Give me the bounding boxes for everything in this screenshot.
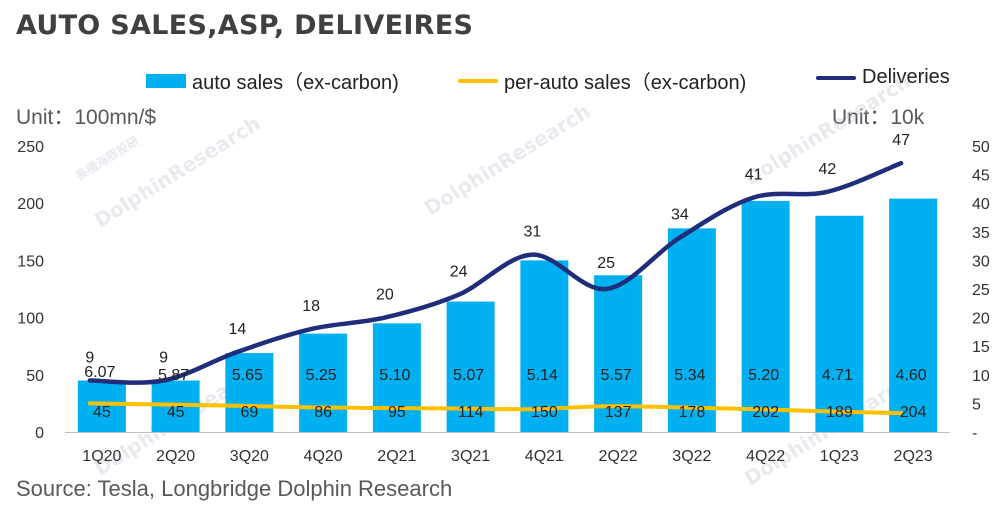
data-label-auto-sales: 45 <box>93 404 111 421</box>
data-label-per-auto-sales: 5.10 <box>379 367 410 384</box>
bar-auto-sales <box>299 333 348 432</box>
x-tick-label: 3Q22 <box>672 448 711 465</box>
legend-label-per-auto-sales: per-auto sales（ex-carbon) <box>504 72 747 94</box>
chart-title: AUTO SALES,ASP, DELIVEIRES <box>16 10 474 41</box>
data-label-deliveries: 24 <box>450 264 468 281</box>
bar-auto-sales <box>225 353 274 432</box>
y-right-tick-label: - <box>972 425 977 442</box>
left-axis-unit: Unit：100mn/$ <box>16 106 157 129</box>
data-label-per-auto-sales: 5.25 <box>306 367 337 384</box>
data-label-deliveries: 47 <box>892 132 910 149</box>
x-tick-label: 2Q20 <box>156 448 195 465</box>
data-label-per-auto-sales: 5.34 <box>674 367 705 384</box>
bar-auto-sales <box>520 260 569 432</box>
data-label-deliveries: 9 <box>159 350 168 367</box>
data-label-auto-sales: 178 <box>679 404 706 421</box>
data-label-per-auto-sales: 4.60 <box>896 367 927 384</box>
bar-auto-sales <box>741 200 790 432</box>
y-right-tick-label: 10 <box>972 368 990 385</box>
x-tick-label: 3Q20 <box>230 448 269 465</box>
x-tick-label: 4Q22 <box>746 448 785 465</box>
bar-auto-sales <box>372 323 421 432</box>
legend-label-auto-sales: auto sales（ex-carbon) <box>192 72 399 94</box>
legend-swatch-per-auto-sales <box>458 78 498 83</box>
legend-item-per-auto-sales: per-auto sales（ex-carbon) <box>458 66 746 95</box>
line-deliveries <box>87 160 904 385</box>
legend-label-deliveries: Deliveries <box>862 66 950 88</box>
y-right-tick-label: 20 <box>972 311 990 328</box>
data-label-auto-sales: 45 <box>167 404 185 421</box>
line-per-auto-sales <box>87 401 904 416</box>
y-right-tick-label: 30 <box>972 253 990 270</box>
x-tick-label: 2Q22 <box>599 448 638 465</box>
bar-auto-sales <box>889 198 938 432</box>
data-label-per-auto-sales: 5.65 <box>232 367 263 384</box>
data-label-deliveries: 34 <box>671 207 689 224</box>
data-label-per-auto-sales: 5.20 <box>748 367 779 384</box>
data-label-deliveries: 9 <box>85 350 94 367</box>
data-label-deliveries: 20 <box>376 287 394 304</box>
right-axis-unit: Unit：10k <box>832 106 925 129</box>
legend: auto sales（ex-carbon) per-auto sales（ex-… <box>0 66 1008 94</box>
x-tick-label: 4Q20 <box>304 448 343 465</box>
data-label-deliveries: 14 <box>228 321 246 338</box>
y-right-tick-label: 40 <box>972 196 990 213</box>
bar-auto-sales <box>77 380 126 432</box>
legend-swatch-auto-sales <box>146 73 186 88</box>
data-label-per-auto-sales: 5.57 <box>601 367 632 384</box>
x-tick-label: 2Q23 <box>894 448 933 465</box>
x-tick-label: 4Q21 <box>525 448 564 465</box>
data-label-auto-sales: 150 <box>531 404 558 421</box>
data-label-auto-sales: 137 <box>605 404 632 421</box>
data-label-deliveries: 41 <box>745 166 763 183</box>
y-right-tick-label: 5 <box>972 396 981 413</box>
source-note: Source: Tesla, Longbridge Dolphin Resear… <box>16 476 453 501</box>
y-right-tick-label: 25 <box>972 282 990 299</box>
data-label-deliveries: 31 <box>523 224 541 241</box>
data-label-deliveries: 25 <box>597 255 615 272</box>
y-right-tick-label: 50 <box>972 139 990 156</box>
y-left-tick-label: 0 <box>35 425 44 442</box>
y-right-tick-label: 15 <box>972 339 990 356</box>
data-label-auto-sales: 114 <box>458 404 484 421</box>
x-tick-label: 1Q23 <box>820 448 859 465</box>
legend-item-deliveries: Deliveries <box>816 66 950 89</box>
x-tick-label: 2Q21 <box>377 448 416 465</box>
data-label-auto-sales: 95 <box>388 404 406 421</box>
data-label-auto-sales: 69 <box>240 404 258 421</box>
data-label-per-auto-sales: 5.87 <box>158 367 189 384</box>
data-label-per-auto-sales: 5.14 <box>527 367 558 384</box>
data-label-auto-sales: 86 <box>314 404 332 421</box>
data-label-per-auto-sales: 6.07 <box>84 364 115 381</box>
y-right-tick-label: 35 <box>972 225 990 242</box>
y-left-tick-label: 150 <box>17 253 44 270</box>
data-label-per-auto-sales: 4.71 <box>822 367 853 384</box>
bar-auto-sales <box>815 215 864 432</box>
y-left-tick-label: 250 <box>17 139 44 156</box>
legend-swatch-deliveries <box>816 75 856 80</box>
y-left-tick-label: 200 <box>17 196 44 213</box>
data-label-auto-sales: 202 <box>752 404 779 421</box>
legend-item-auto-sales: auto sales（ex-carbon) <box>146 66 399 95</box>
data-label-deliveries: 18 <box>302 298 320 315</box>
data-label-deliveries: 42 <box>818 161 836 178</box>
y-right-tick-label: 45 <box>972 168 990 185</box>
bar-auto-sales <box>667 228 716 432</box>
x-tick-label: 3Q21 <box>451 448 490 465</box>
y-left-tick-label: 50 <box>26 368 44 385</box>
data-label-auto-sales: 204 <box>900 404 927 421</box>
data-label-auto-sales: 189 <box>826 404 853 421</box>
y-left-tick-label: 100 <box>17 311 44 328</box>
data-label-per-auto-sales: 5.07 <box>453 367 484 384</box>
x-tick-label: 1Q20 <box>82 448 121 465</box>
